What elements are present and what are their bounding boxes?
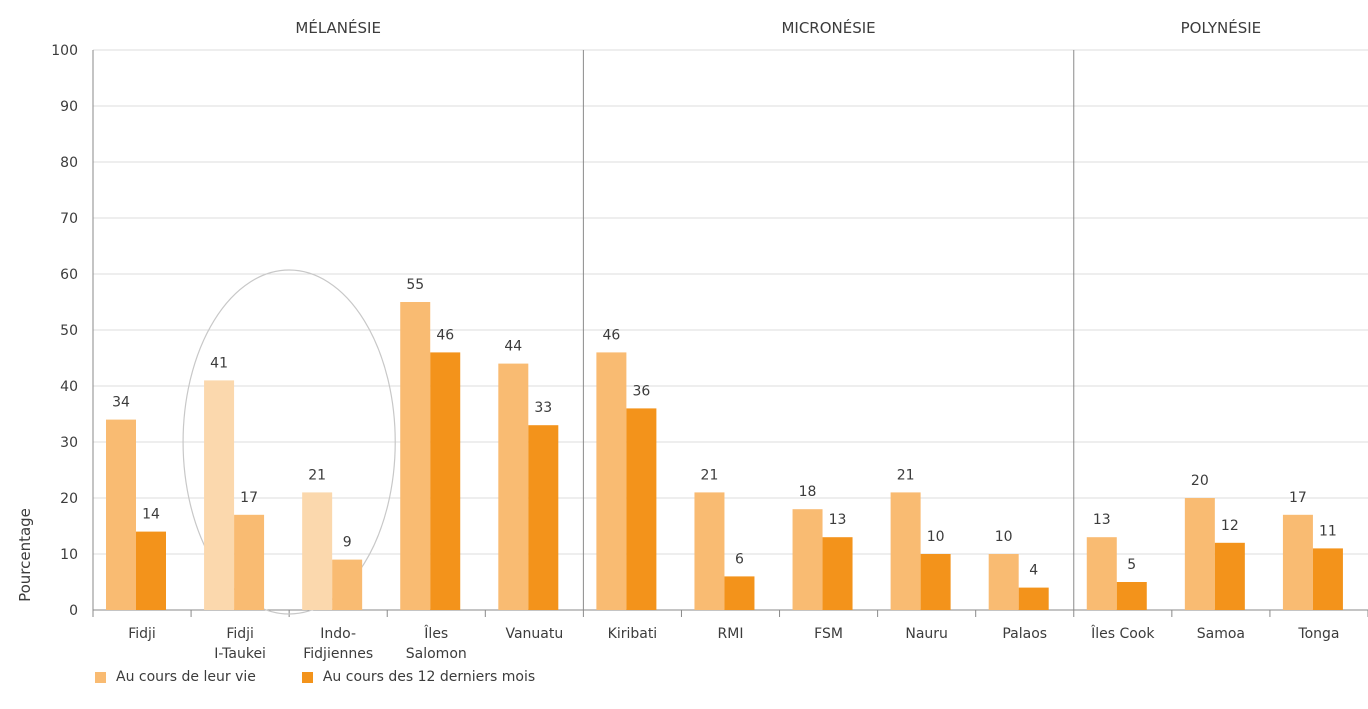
bar-last-12-months bbox=[528, 425, 559, 610]
data-label: 21 bbox=[308, 467, 326, 483]
bar-last-12-months bbox=[332, 559, 363, 610]
bar-last-12-months bbox=[920, 554, 951, 610]
y-tick-label: 20 bbox=[60, 491, 78, 507]
data-label: 6 bbox=[735, 551, 744, 567]
data-label: 5 bbox=[1127, 557, 1136, 573]
x-tick-label: Palaos bbox=[1002, 626, 1047, 642]
data-label: 14 bbox=[142, 507, 160, 523]
bar-last-12-months bbox=[1116, 582, 1147, 610]
bar-lifetime bbox=[106, 419, 136, 610]
x-tick-label: Kiribati bbox=[608, 626, 658, 642]
data-label: 44 bbox=[504, 339, 522, 355]
y-tick-label: 10 bbox=[60, 547, 78, 563]
data-label: 10 bbox=[927, 529, 945, 545]
bar-lifetime bbox=[1282, 514, 1313, 610]
data-label: 33 bbox=[534, 400, 552, 416]
legend-label-lifetime: Au cours de leur vie bbox=[116, 669, 256, 685]
data-label: 17 bbox=[240, 490, 258, 506]
y-tick-label: 50 bbox=[60, 323, 78, 339]
x-tick-label: Vanuatu bbox=[505, 626, 563, 642]
bar-lifetime bbox=[1184, 498, 1215, 610]
data-label: 46 bbox=[436, 327, 454, 343]
data-label: 11 bbox=[1319, 523, 1337, 539]
bar-last-12-months bbox=[626, 408, 657, 610]
bar-lifetime bbox=[204, 380, 235, 610]
y-axis-label: Pourcentage bbox=[16, 508, 34, 602]
legend-item-lifetime: Au cours de leur vie bbox=[95, 669, 256, 685]
bar-lifetime bbox=[792, 509, 823, 610]
y-tick-label: 100 bbox=[51, 43, 78, 59]
bar-lifetime bbox=[596, 352, 627, 610]
x-tick-label: Tonga bbox=[1297, 626, 1339, 642]
data-label: 36 bbox=[632, 383, 650, 399]
y-tick-label: 60 bbox=[60, 267, 78, 283]
data-label: 34 bbox=[112, 395, 130, 411]
y-tick-label: 80 bbox=[60, 155, 78, 171]
data-label: 4 bbox=[1029, 563, 1038, 579]
data-label: 18 bbox=[799, 484, 817, 500]
data-label: 46 bbox=[602, 327, 620, 343]
bar-lifetime bbox=[890, 492, 921, 610]
bar-lifetime bbox=[302, 492, 333, 610]
x-tick-label: Indo- bbox=[320, 626, 356, 642]
legend-label-last-12-months: Au cours des 12 derniers mois bbox=[322, 669, 536, 685]
x-tick-label: Îles Cook bbox=[1090, 624, 1155, 642]
data-label: 21 bbox=[701, 467, 719, 483]
legend-swatch-lifetime bbox=[95, 671, 106, 683]
bar-lifetime bbox=[694, 492, 725, 610]
data-label: 13 bbox=[1093, 512, 1111, 528]
data-label: 55 bbox=[406, 277, 424, 293]
data-label: 20 bbox=[1191, 473, 1209, 489]
legend-item-last-12-months: Au cours des 12 derniers mois bbox=[301, 669, 536, 685]
x-tick-label: Fidji bbox=[226, 626, 254, 642]
bar-last-12-months bbox=[1214, 542, 1245, 610]
x-tick-label: Fidjiennes bbox=[303, 646, 373, 662]
y-tick-label: 70 bbox=[60, 211, 78, 227]
data-label: 41 bbox=[210, 355, 228, 371]
bar-last-12-months bbox=[1018, 587, 1049, 610]
x-tick-label: Nauru bbox=[905, 626, 948, 642]
data-label: 9 bbox=[343, 535, 352, 551]
y-tick-label: 40 bbox=[60, 379, 78, 395]
y-tick-label: 90 bbox=[60, 99, 78, 115]
y-tick-label: 0 bbox=[69, 603, 78, 619]
bar-lifetime bbox=[498, 363, 529, 610]
bar-last-12-months bbox=[822, 537, 853, 610]
x-tick-label: Îles bbox=[423, 624, 448, 642]
y-tick-label: 30 bbox=[60, 435, 78, 451]
bar-last-12-months bbox=[724, 576, 755, 610]
x-tick-label: I-Taukei bbox=[214, 646, 266, 662]
bar-lifetime bbox=[400, 302, 431, 610]
data-label: 21 bbox=[897, 467, 915, 483]
data-label: 12 bbox=[1221, 518, 1239, 534]
x-tick-label: RMI bbox=[718, 626, 744, 642]
bar-lifetime bbox=[988, 554, 1019, 610]
x-tick-label: Samoa bbox=[1197, 626, 1245, 642]
group-title: MÉLANÉSIE bbox=[295, 18, 381, 37]
x-tick-label: Fidji bbox=[128, 626, 156, 642]
bar-last-12-months bbox=[1312, 548, 1343, 610]
data-label: 13 bbox=[829, 512, 847, 528]
group-title: MICRONÉSIE bbox=[781, 18, 875, 37]
bar-last-12-months bbox=[136, 531, 166, 610]
bar-lifetime bbox=[1086, 537, 1117, 610]
legend-swatch-last-12-months bbox=[301, 671, 313, 683]
legend: Au cours de leur vie Au cours des 12 der… bbox=[95, 665, 581, 689]
bar-last-12-months bbox=[430, 352, 461, 610]
bar-last-12-months bbox=[234, 514, 265, 610]
highlight-ellipse bbox=[182, 269, 396, 615]
x-tick-label: FSM bbox=[814, 626, 843, 642]
group-title: POLYNÉSIE bbox=[1181, 18, 1262, 37]
data-label: 17 bbox=[1289, 490, 1307, 506]
x-tick-label: Salomon bbox=[406, 646, 467, 662]
data-label: 10 bbox=[995, 529, 1013, 545]
